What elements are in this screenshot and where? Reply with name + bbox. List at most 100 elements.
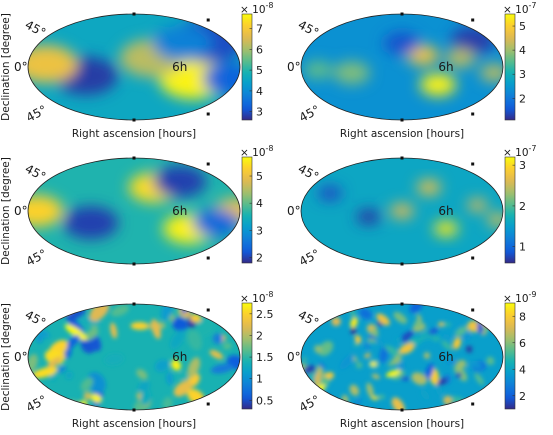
colorbar-tick-label-2: 1 — [256, 373, 263, 386]
map-blob-1 — [419, 73, 457, 97]
grid-marker — [206, 402, 210, 406]
dec-label-bottom: 45° — [24, 247, 49, 269]
map-blob-7 — [317, 185, 343, 201]
map-blob-6 — [487, 213, 503, 227]
dec-label-equator: 0° — [14, 60, 28, 74]
map-blob-56 — [66, 334, 80, 349]
ra-label-6h: 6h — [438, 350, 453, 364]
colorbar: 2 3 4 5 × 10-8 — [240, 144, 273, 265]
map-blob-65 — [413, 319, 423, 330]
colorbar-tick-label-4: 5 — [256, 170, 263, 183]
map-blob-2 — [453, 365, 468, 382]
colorbar-gradient — [504, 156, 516, 264]
map-blob-100 — [385, 369, 401, 378]
dec-label-top: 45° — [23, 162, 48, 184]
colorbar-tick-label-5: 7 — [256, 23, 263, 36]
map-blob-7 — [152, 25, 213, 62]
grid-marker — [206, 308, 210, 312]
colorbar-exponent: × 10-7 — [503, 1, 536, 16]
dec-label-top: 45° — [23, 18, 48, 40]
grid-marker — [132, 408, 136, 412]
map-blob-99 — [339, 354, 355, 370]
map-blob-66 — [366, 338, 377, 343]
grid-marker — [132, 118, 136, 122]
grid-marker — [132, 302, 136, 306]
grid-marker — [471, 112, 475, 116]
dec-label-equator: 0° — [287, 350, 301, 364]
sky-map — [301, 158, 503, 264]
map-blob-19 — [64, 346, 72, 359]
colorbar-tick-label-4: 5 — [519, 20, 526, 33]
ra-label-6h: 6h — [172, 60, 187, 74]
map-blob-28 — [303, 365, 316, 374]
map-blob-7 — [137, 381, 151, 392]
map-blob-37 — [104, 353, 124, 366]
map-blob-5 — [333, 61, 370, 85]
y-axis-label: Declination [degree] — [0, 303, 12, 411]
map-blob-13 — [331, 316, 341, 327]
y-axis-label: Declination [degree] — [0, 157, 12, 265]
map-blob-56 — [486, 356, 495, 366]
map-blob-75 — [428, 328, 439, 335]
grid-marker — [400, 118, 404, 122]
colorbar-tick-label-1: 2 — [256, 252, 263, 265]
map-blob-23 — [130, 321, 150, 330]
map-blob-17 — [154, 359, 169, 373]
sky-map — [28, 304, 240, 410]
map-blob-5 — [356, 209, 381, 225]
map-blob-83 — [370, 329, 379, 337]
map-blob-9 — [65, 371, 74, 380]
ra-label-6h: 6h — [172, 204, 187, 218]
map-blob-3 — [389, 203, 415, 219]
map-blob-62 — [110, 304, 130, 317]
map-blob-52 — [350, 316, 358, 329]
colorbar-exponent: × 10-7 — [503, 144, 536, 159]
sky-map — [28, 158, 240, 264]
dec-label-equator: 0° — [14, 350, 28, 364]
map-blob-90 — [356, 362, 363, 369]
map-blob-16 — [171, 359, 182, 371]
colorbar-tick-label-3: 3 — [519, 159, 526, 172]
colorbar-tick-label-3: 6 — [519, 337, 526, 350]
colorbar: 0.5 1 1.5 2 2.5 × 10-8 — [240, 290, 274, 410]
map-blob-8 — [383, 31, 421, 55]
colorbar-tick-label-2: 4 — [519, 363, 526, 376]
map-blob-22 — [210, 363, 234, 374]
map-blob-31 — [420, 389, 430, 400]
map-blob-70 — [110, 322, 118, 339]
map-blob-1 — [433, 221, 459, 237]
map-blob-95 — [371, 373, 381, 380]
ra-label-6h: 6h — [172, 350, 187, 364]
map-blob-62 — [455, 372, 462, 378]
colorbar-gradient — [241, 156, 253, 264]
map-blob-94 — [474, 373, 484, 386]
grid-marker — [132, 12, 136, 16]
map-blob-67 — [396, 360, 406, 372]
colorbar-tick-label-3: 5 — [256, 64, 263, 77]
map-blob-70 — [364, 353, 371, 358]
colorbar-tick-label-1: 2 — [519, 92, 526, 105]
map-blob-82 — [391, 354, 402, 365]
dec-label-bottom: 45° — [24, 393, 49, 415]
map-blob-59 — [349, 384, 360, 396]
grid-marker — [206, 112, 210, 116]
map-blob-31 — [187, 357, 201, 378]
x-axis-label: Right ascension [hours] — [72, 418, 196, 430]
colorbar-tick-label-1: 3 — [256, 106, 263, 119]
map-blob-50 — [83, 391, 92, 401]
dec-label-bottom: 45° — [297, 103, 322, 125]
dec-label-bottom: 45° — [24, 103, 49, 125]
grid-marker — [471, 402, 475, 406]
map-blob-11 — [465, 345, 473, 353]
x-axis-label: Right ascension [hours] — [340, 418, 464, 430]
map-blob-16 — [437, 377, 448, 386]
ra-label-6h: 6h — [438, 60, 453, 74]
map-blob-35 — [87, 372, 106, 393]
map-blob-33 — [32, 366, 59, 379]
map-blob-5 — [28, 195, 64, 227]
map-blob-63 — [170, 329, 186, 350]
grid-marker — [132, 262, 136, 266]
map-blob-4 — [445, 48, 476, 68]
map-blob-12 — [431, 336, 441, 342]
